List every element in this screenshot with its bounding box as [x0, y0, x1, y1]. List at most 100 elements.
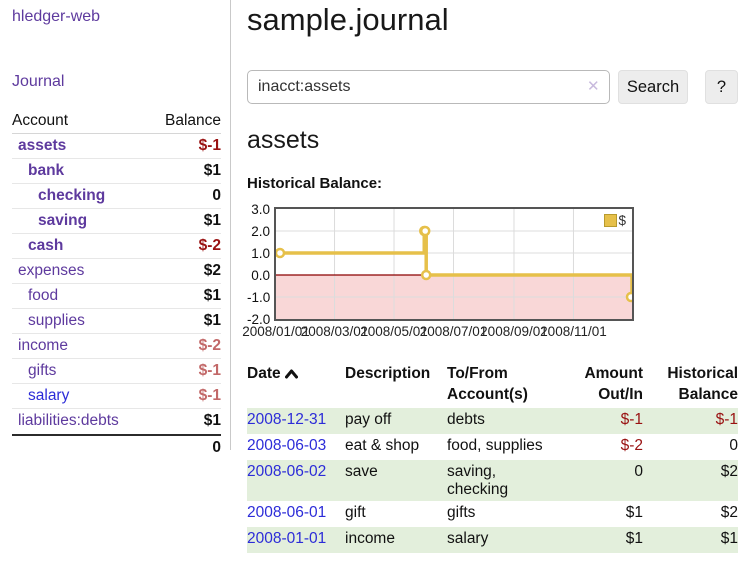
account-row: checking 0 [12, 184, 221, 209]
x-axis-tick-label: 2008/07/01 [419, 324, 488, 339]
account-row: liabilities:debts $1 [12, 409, 221, 434]
accounts-column-header: To/From Account(s) [447, 365, 528, 403]
account-row: bank $1 [12, 159, 221, 184]
y-axis-tick-label: 0.0 [251, 268, 270, 283]
data-point-marker [419, 225, 431, 237]
transaction-amount: $1 [625, 530, 643, 547]
transaction-accounts: gifts [447, 504, 476, 521]
clear-search-icon[interactable]: ✕ [587, 78, 600, 95]
accounts-table-header: Account Balance [12, 110, 221, 134]
y-axis-tick-label: -1.0 [247, 290, 271, 305]
transaction-balance: $2 [720, 463, 738, 480]
account-row: supplies $1 [12, 309, 221, 334]
transaction-date-link[interactable]: 2008-01-01 [247, 530, 327, 547]
data-point-marker [276, 247, 286, 259]
x-axis-tick-label: 2008/09/01 [480, 324, 548, 339]
transaction-accounts: salary [447, 530, 489, 547]
transaction-description: income [345, 530, 395, 547]
account-balance: $1 [203, 212, 221, 229]
account-link[interactable]: expenses [18, 262, 85, 279]
register-row: 2008-06-03 eat & shop food, supplies $-2 0 [247, 434, 738, 460]
account-link[interactable]: cash [28, 237, 64, 254]
y-axis-tick-label: -2.0 [247, 312, 271, 327]
register-row: 2008-12-31 pay off debts $-1 $-1 [247, 408, 738, 434]
account-link[interactable]: saving [38, 212, 88, 229]
chart-heading: Historical Balance: [247, 175, 383, 192]
search-button[interactable]: Search [618, 70, 688, 104]
accounts-table: Account Balance assets $-1 bank $1 checking 0… [12, 110, 221, 459]
account-link[interactable]: gifts [28, 362, 57, 379]
account-heading: assets [247, 126, 320, 154]
y-axis-tick-label: 1.0 [251, 246, 270, 261]
transaction-balance: 0 [729, 437, 738, 454]
transaction-description: pay off [345, 411, 392, 428]
transaction-description: gift [345, 504, 366, 521]
transaction-amount: $-1 [620, 411, 643, 428]
account-link[interactable]: bank [28, 162, 65, 179]
transaction-description: save [345, 463, 378, 480]
sidebar: hledger-web Journal Account Balance asse… [0, 0, 231, 456]
data-point-marker [625, 291, 632, 303]
transaction-balance: $1 [720, 530, 738, 547]
transaction-balance: $-1 [715, 411, 738, 428]
account-balance: $-1 [198, 362, 221, 379]
search-form: ✕ Search ? [247, 70, 742, 104]
account-row: cash $-2 [12, 234, 221, 259]
account-balance: $1 [203, 287, 221, 304]
sort-ascending-icon [284, 364, 298, 385]
page-title: sample.journal [247, 2, 449, 37]
account-balance: $-2 [198, 337, 221, 354]
account-column-header: Account [12, 112, 69, 129]
main-content: sample.journal ✕ Search ? assets Histori… [242, 0, 742, 582]
transaction-balance: $2 [720, 504, 738, 521]
register-table: Date Description To/From Account(s) Amou… [247, 363, 738, 553]
account-link[interactable]: checking [38, 187, 106, 204]
account-link[interactable]: salary [28, 387, 70, 404]
account-row: gifts $-1 [12, 359, 221, 384]
transaction-amount: $1 [625, 504, 643, 521]
register-row: 2008-06-02 save saving, checking 0 $2 [247, 460, 738, 501]
account-balance: $1 [203, 412, 221, 429]
account-link[interactable]: income [18, 337, 68, 354]
search-input[interactable] [247, 70, 610, 104]
account-link[interactable]: food [28, 287, 59, 304]
transaction-amount: $-2 [620, 437, 643, 454]
help-button[interactable]: ? [705, 70, 738, 104]
account-row: assets $-1 [12, 134, 221, 159]
account-balance: $2 [203, 262, 221, 279]
account-row: food $1 [12, 284, 221, 309]
account-link[interactable]: liabilities:debts [18, 412, 119, 429]
transaction-date-link[interactable]: 2008-06-02 [247, 463, 327, 480]
data-point-marker [420, 269, 432, 281]
account-link[interactable]: supplies [28, 312, 85, 329]
account-row: saving $1 [12, 209, 221, 234]
transaction-description: eat & shop [345, 437, 420, 454]
transaction-date-link[interactable]: 2008-06-01 [247, 504, 327, 521]
chart-canvas [276, 209, 632, 319]
historical-balance-chart: $ [274, 207, 634, 321]
y-axis-tick-label: 2.0 [251, 224, 270, 239]
account-link[interactable]: assets [18, 137, 67, 154]
transaction-amount: 0 [634, 463, 643, 480]
legend-label: $ [618, 213, 626, 228]
app-title-link[interactable]: hledger-web [12, 8, 101, 25]
account-balance: $-2 [198, 237, 221, 254]
transaction-date-link[interactable]: 2008-06-03 [247, 437, 327, 454]
legend-swatch-icon [604, 214, 618, 227]
account-row: expenses $2 [12, 259, 221, 284]
account-balance: $-1 [198, 137, 221, 154]
register-row: 2008-06-01 gift gifts $1 $2 [247, 501, 738, 527]
x-axis-tick-label: 2008/05/01 [360, 324, 428, 339]
x-axis-tick-label: 2008/01/01 [242, 324, 310, 339]
description-column-header: Description [345, 365, 431, 382]
y-axis-tick-label: 3.0 [251, 202, 270, 217]
account-balance: $1 [203, 162, 221, 179]
account-balance: $1 [203, 312, 221, 329]
account-balance: $-1 [198, 387, 221, 404]
account-row: income $-2 [12, 334, 221, 359]
date-column-header[interactable]: Date [247, 363, 345, 408]
register-row: 2008-01-01 income salary $1 $1 [247, 527, 738, 553]
sidebar-item-journal[interactable]: Journal [12, 73, 65, 90]
account-row: salary $-1 [12, 384, 221, 409]
transaction-date-link[interactable]: 2008-12-31 [247, 411, 327, 428]
